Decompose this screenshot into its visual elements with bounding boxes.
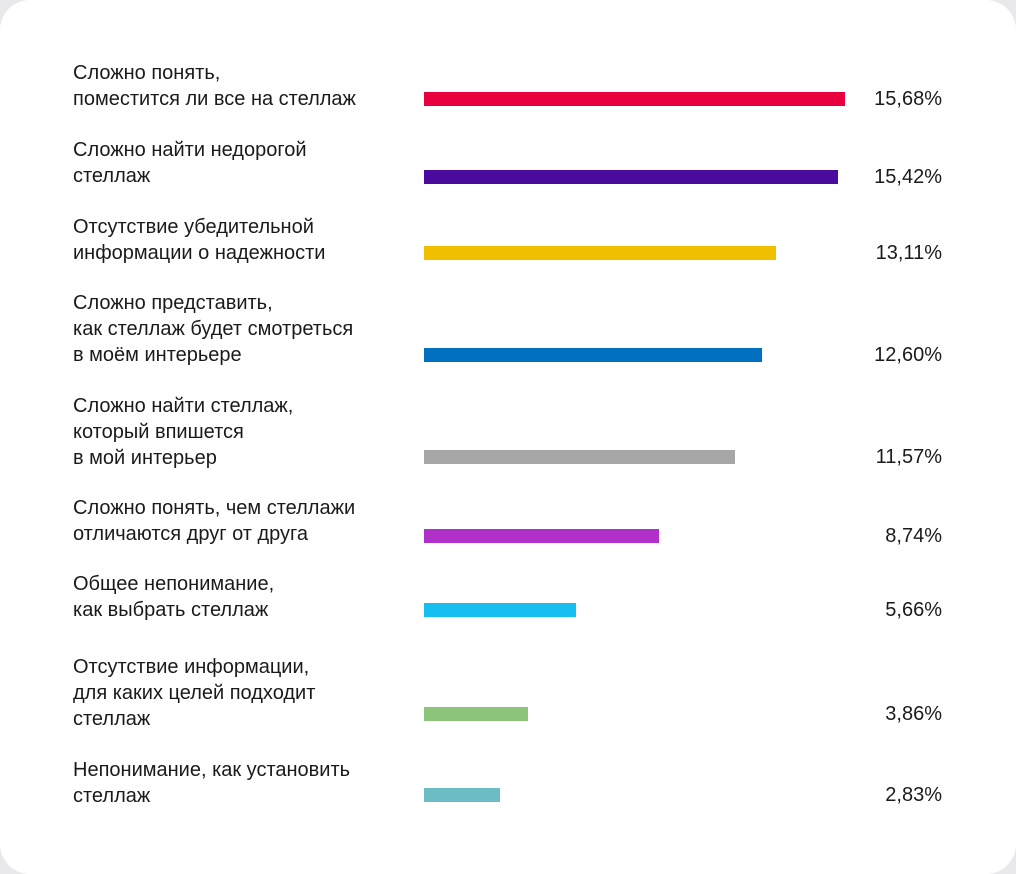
- bar: [424, 450, 735, 464]
- value-label: 15,68%: [874, 88, 942, 110]
- value-label: 5,66%: [885, 599, 942, 621]
- category-label: Сложно найти недорогой стеллаж: [73, 139, 307, 187]
- value-label: 12,60%: [874, 344, 942, 366]
- bar: [424, 529, 659, 543]
- value-label: 13,11%: [875, 242, 942, 264]
- category-label: Непонимание, как установить стеллаж: [73, 759, 351, 807]
- category-label: Отсутствие убедительной информации о над…: [73, 216, 326, 264]
- value-label: 8,74%: [885, 525, 942, 547]
- category-label: Сложно найти стеллаж, который впишется в…: [73, 395, 294, 469]
- category-label: Сложно представить, как стеллаж будет см…: [73, 292, 354, 366]
- bar: [424, 707, 528, 721]
- category-label: Сложно понять, чем стеллажи отличаются д…: [73, 497, 356, 545]
- bar: [424, 170, 838, 184]
- bar: [424, 348, 762, 362]
- bar: [424, 246, 776, 260]
- value-label: 3,86%: [885, 703, 942, 725]
- category-label: Сложно понять, поместится ли все на стел…: [73, 62, 356, 110]
- value-label: 2,83%: [885, 784, 942, 806]
- bar: [424, 603, 576, 617]
- category-label: Общее непонимание, как выбрать стеллаж: [73, 573, 275, 621]
- value-label: 15,42%: [874, 166, 942, 188]
- bar: [424, 788, 500, 802]
- category-label: Отсутствие информации, для каких целей п…: [73, 656, 316, 730]
- value-label: 11,57%: [875, 446, 942, 468]
- bar: [424, 92, 845, 106]
